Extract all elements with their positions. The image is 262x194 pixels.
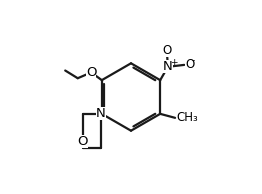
Text: N: N bbox=[96, 107, 106, 120]
Text: -: - bbox=[192, 56, 195, 65]
Text: O: O bbox=[86, 66, 96, 79]
Text: O: O bbox=[77, 135, 88, 148]
Text: CH₃: CH₃ bbox=[176, 111, 198, 124]
Text: O: O bbox=[162, 43, 172, 56]
Text: +: + bbox=[170, 58, 177, 67]
Text: N: N bbox=[163, 60, 173, 73]
Text: O: O bbox=[185, 58, 194, 71]
